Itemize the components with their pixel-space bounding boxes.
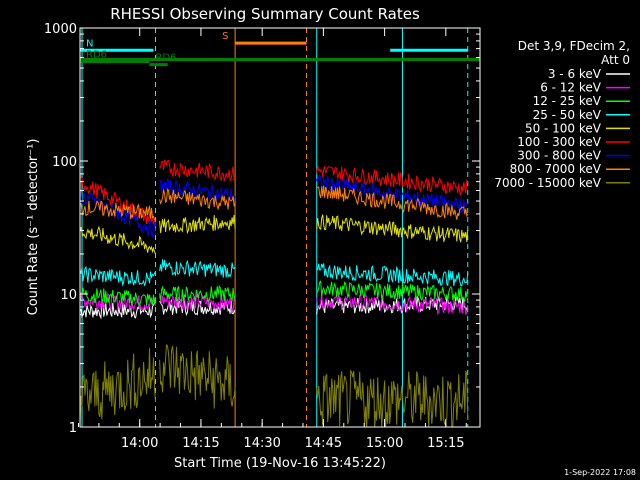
series-25-50-kev-segment-1 <box>159 259 236 278</box>
series-7000-15000-kev-segment-0 <box>79 348 156 428</box>
y-axis-label: Count Rate (s⁻¹ detector⁻¹) <box>26 139 41 316</box>
series-100-300-kev-segment-2 <box>316 165 469 197</box>
series-50-100-kev-segment-1 <box>159 214 236 235</box>
series-50-100-kev-segment-0 <box>79 225 156 255</box>
series-300-800-kev-segment-2 <box>316 173 468 214</box>
series-6-12-kev <box>79 292 469 315</box>
series-7000-15000-kev-segment-2 <box>316 369 469 428</box>
series-6-12-kev-segment-2 <box>316 292 469 315</box>
series-50-100-kev <box>79 214 469 255</box>
series-25-50-kev-segment-0 <box>79 265 156 287</box>
legend-label-12-25-kev: 12 - 25 keV <box>533 94 602 108</box>
x-tick-label-3: 14:45 <box>305 436 342 451</box>
legend-header-line-2: Att 0 <box>601 53 630 67</box>
series-12-25-kev <box>79 280 469 306</box>
y-tick-label-1: 10 <box>60 288 77 303</box>
series-800-7000-kev-segment-2 <box>316 185 469 220</box>
legend-label-50-100-kev: 50 - 100 keV <box>525 121 602 135</box>
x-tick-label-2: 14:30 <box>243 436 280 451</box>
x-tick-label-1: 14:15 <box>182 436 219 451</box>
legend-label-25-50-kev: 25 - 50 keV <box>533 108 602 122</box>
series-100-300-kev <box>79 159 469 226</box>
y-tick-label-2: 100 <box>52 155 77 170</box>
legend-label-100-300-kev: 100 - 300 keV <box>517 135 601 149</box>
series-3-6-kev-segment-1 <box>159 299 236 316</box>
series-25-50-kev <box>79 259 469 287</box>
series-6-12-kev-segment-1 <box>159 293 236 313</box>
flag-bars: N S RD6 RD6 <box>80 31 480 67</box>
x-axis: 14:00 14:15 14:30 14:45 15:00 15:15 <box>77 28 467 451</box>
series-6-12-kev-segment-0 <box>79 292 156 312</box>
series-7000-15000-kev <box>79 344 469 428</box>
series-25-50-kev-segment-2 <box>316 263 469 287</box>
legend-label-7000-15000-kev: 7000 - 15000 keV <box>494 176 601 190</box>
series-group <box>79 159 469 428</box>
legend-label-300-800-kev: 300 - 800 keV <box>517 149 601 163</box>
x-axis-label: Start Time (19-Nov-16 13:45:22) <box>174 456 386 471</box>
series-12-25-kev-segment-2 <box>316 280 469 302</box>
series-300-800-kev-segment-0 <box>79 190 156 238</box>
y-tick-label-3: 1000 <box>44 22 77 37</box>
y-tick-label-0: 1 <box>69 421 77 436</box>
plot-frame <box>79 27 481 428</box>
legend-header-line-1: Det 3,9, FDecim 2, <box>518 39 630 53</box>
x-tick-label-4: 15:00 <box>366 436 403 451</box>
chart-title: RHESSI Observing Summary Count Rates <box>110 5 420 23</box>
series-12-25-kev-segment-1 <box>159 285 236 304</box>
legend-label-3-6-kev: 3 - 6 keV <box>548 67 602 81</box>
flag-label-5: RD6 <box>86 49 107 60</box>
series-800-7000-kev <box>79 185 469 221</box>
flag-label-4: RD6 <box>155 53 176 64</box>
series-50-100-kev-segment-2 <box>316 214 469 243</box>
flag-label-2: S <box>222 31 228 42</box>
legend-label-6-12-kev: 6 - 12 keV <box>540 81 602 95</box>
series-100-300-kev-segment-1 <box>159 159 236 183</box>
x-tick-label-5: 15:15 <box>427 436 464 451</box>
series-3-6-kev-segment-0 <box>79 302 156 320</box>
series-800-7000-kev-segment-1 <box>159 188 236 210</box>
y-axis: 1 10 100 1000 <box>44 22 480 436</box>
legend-label-800-7000-kev: 800 - 7000 keV <box>510 162 602 176</box>
flag-label-0: N <box>86 38 93 49</box>
footer-date: 1-Sep-2022 17:08 <box>564 468 636 477</box>
series-800-7000-kev-segment-0 <box>79 200 156 221</box>
series-12-25-kev-segment-0 <box>79 287 156 306</box>
x-tick-label-0: 14:00 <box>121 436 158 451</box>
series-7000-15000-kev-segment-1 <box>159 344 236 409</box>
